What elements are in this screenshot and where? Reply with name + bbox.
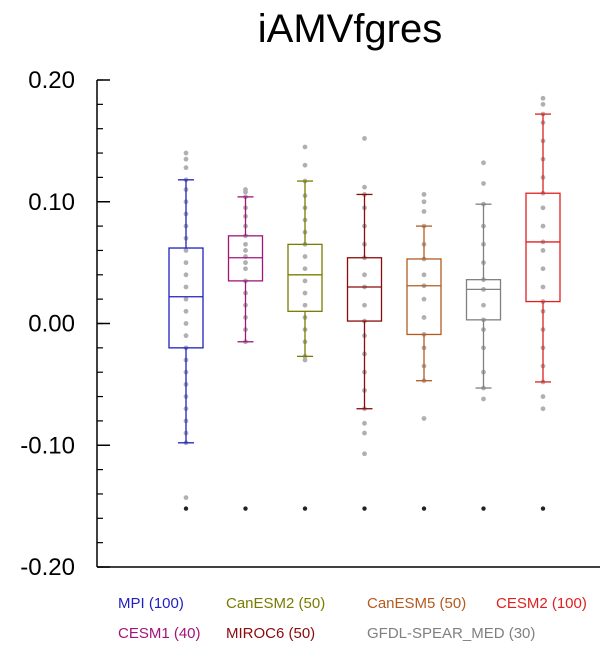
data-point xyxy=(183,308,189,314)
legend-item-gfdl-spear-med: GFDL-SPEAR_MED (30) xyxy=(367,625,535,642)
box-canesm5 xyxy=(406,192,442,511)
data-point xyxy=(183,296,189,302)
reference-dot xyxy=(362,506,367,511)
legend-item-canesm2: CanESM2 (50) xyxy=(226,595,325,612)
data-point xyxy=(183,150,189,156)
box-cesm1 xyxy=(227,187,264,511)
box-mpi xyxy=(168,150,204,511)
iqr-box xyxy=(287,243,323,312)
data-point xyxy=(421,296,427,302)
data-point xyxy=(243,241,248,247)
data-point xyxy=(540,223,546,229)
legend-item-cesm1: CESM1 (40) xyxy=(118,625,201,642)
data-point xyxy=(302,162,308,168)
data-point xyxy=(421,416,427,421)
data-point xyxy=(421,192,427,197)
data-point xyxy=(540,248,546,253)
data-point xyxy=(302,302,308,308)
box-gfdl-spear-med xyxy=(465,160,502,511)
box-cesm2 xyxy=(525,95,561,511)
legend-item-cesm2: CESM2 (100) xyxy=(496,595,587,612)
box-canesm2 xyxy=(287,144,323,511)
data-point xyxy=(183,156,189,162)
y-tick-label: 0.20 xyxy=(28,67,75,94)
data-point xyxy=(421,315,427,320)
boxes xyxy=(168,95,561,511)
y-tick-label: -0.10 xyxy=(20,432,75,459)
legend: MPI (100) CanESM2 (50) CanESM5 (50) CESM2 (… xyxy=(118,595,587,642)
data-point xyxy=(183,165,189,171)
data-point xyxy=(481,396,486,402)
data-point xyxy=(540,284,546,290)
data-point xyxy=(540,406,546,412)
data-point xyxy=(540,101,546,107)
data-point xyxy=(362,302,367,308)
data-point xyxy=(362,451,367,457)
data-point xyxy=(183,321,189,326)
axes: 0.20 0.10 0.00 -0.10 -0.20 xyxy=(20,67,600,581)
data-point xyxy=(481,302,486,308)
y-tick-label: 0.10 xyxy=(28,189,75,216)
iqr-box xyxy=(465,279,502,321)
iqr-box xyxy=(346,257,383,322)
data-point xyxy=(183,333,189,339)
data-point xyxy=(302,290,308,296)
reference-dot xyxy=(481,506,486,511)
data-point xyxy=(362,136,367,141)
data-point xyxy=(362,272,367,278)
data-point xyxy=(302,357,308,363)
legend-item-canesm5: CanESM5 (50) xyxy=(367,595,466,612)
iqr-box xyxy=(168,247,204,349)
data-point xyxy=(183,248,189,253)
y-tick-label: -0.20 xyxy=(20,554,75,581)
data-point xyxy=(362,430,367,436)
data-point xyxy=(183,284,189,290)
reference-dot xyxy=(421,506,427,511)
data-point xyxy=(362,184,367,190)
legend-item-miroc6: MIROC6 (50) xyxy=(226,625,315,642)
data-point xyxy=(183,260,189,266)
data-point xyxy=(302,278,308,284)
data-point xyxy=(183,495,189,501)
data-point xyxy=(183,272,189,278)
data-point xyxy=(362,420,367,426)
reference-dot xyxy=(302,506,308,511)
data-point xyxy=(540,95,546,101)
data-point xyxy=(421,209,427,214)
data-point xyxy=(302,144,308,150)
reference-dot xyxy=(183,506,189,511)
data-point xyxy=(421,272,427,278)
data-point xyxy=(421,199,427,205)
data-point xyxy=(302,254,308,259)
y-tick-label: 0.00 xyxy=(28,311,75,338)
data-point xyxy=(243,266,248,272)
data-point xyxy=(243,260,248,266)
reference-dot xyxy=(540,506,546,511)
reference-dot xyxy=(243,506,248,511)
data-point xyxy=(540,394,546,399)
data-point xyxy=(540,266,546,272)
legend-item-mpi: MPI (100) xyxy=(118,595,184,612)
iqr-box xyxy=(525,192,561,303)
chart-title: iAMVfgres xyxy=(258,7,443,51)
iqr-box xyxy=(406,258,442,336)
data-point xyxy=(302,266,308,272)
data-point xyxy=(481,181,486,186)
data-point xyxy=(243,187,248,192)
data-point xyxy=(540,205,546,211)
data-point xyxy=(243,248,248,253)
box-miroc6 xyxy=(346,136,383,511)
data-point xyxy=(481,160,486,166)
